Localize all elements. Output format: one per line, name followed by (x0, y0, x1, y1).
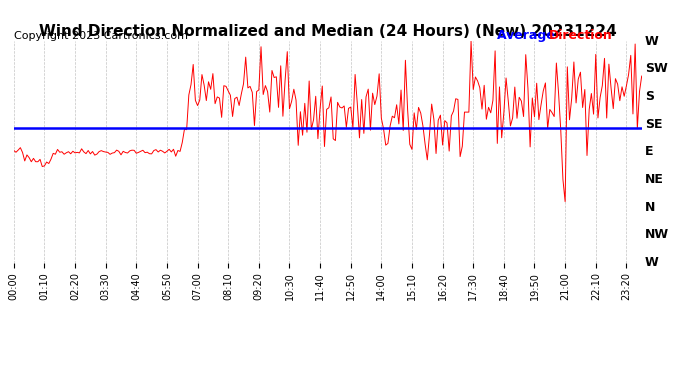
Text: Copyright 2023 Cartronics.com: Copyright 2023 Cartronics.com (14, 32, 188, 41)
Text: S: S (645, 90, 654, 103)
Text: Direction: Direction (549, 29, 612, 42)
Text: NE: NE (645, 173, 664, 186)
Text: NW: NW (645, 228, 669, 242)
Text: E: E (645, 146, 653, 158)
Text: N: N (645, 201, 656, 214)
Text: Average: Average (497, 29, 559, 42)
Text: SW: SW (645, 62, 668, 75)
Text: W: W (645, 35, 658, 48)
Title: Wind Direction Normalized and Median (24 Hours) (New) 20231224: Wind Direction Normalized and Median (24… (39, 24, 617, 39)
Text: W: W (645, 256, 658, 269)
Text: SE: SE (645, 118, 662, 131)
